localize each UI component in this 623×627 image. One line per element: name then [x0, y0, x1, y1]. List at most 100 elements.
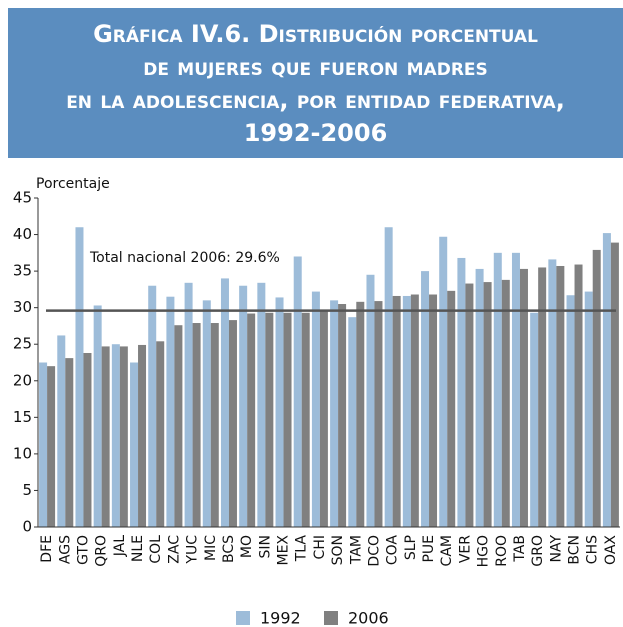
- bar: [319, 309, 328, 527]
- bar: [247, 313, 256, 527]
- bar: [130, 362, 139, 527]
- x-tick-label: COL: [148, 535, 164, 564]
- y-tick-label: 20: [13, 371, 32, 389]
- bar: [119, 346, 128, 527]
- x-tick-label: HGO: [476, 535, 492, 567]
- bar: [111, 344, 120, 527]
- bar: [384, 227, 393, 527]
- y-tick-label: 25: [13, 335, 32, 353]
- bar: [548, 259, 557, 527]
- title-line: de mujeres que fueron madres: [143, 53, 488, 81]
- x-tick-label: SIN: [257, 535, 273, 559]
- y-tick-label: 30: [13, 298, 32, 316]
- bar: [530, 312, 539, 527]
- x-tick-label: MIC: [203, 535, 219, 561]
- bar: [348, 317, 357, 527]
- legend-label: 2006: [348, 609, 389, 627]
- y-tick-label: 40: [13, 225, 32, 243]
- x-tick-label: JAL: [112, 535, 128, 557]
- bar: [301, 312, 310, 527]
- x-tick-label: OAX: [603, 535, 619, 565]
- x-tick-label: CHS: [585, 535, 601, 564]
- y-tick-label: 5: [22, 481, 32, 499]
- x-tick-label: SLP: [403, 535, 419, 560]
- x-tick-label: BCS: [221, 535, 237, 563]
- bar: [228, 320, 237, 527]
- x-tick-label: TAB: [512, 535, 528, 563]
- bar: [166, 296, 175, 527]
- bar: [566, 295, 575, 527]
- bar: [439, 236, 448, 527]
- x-tick-label: MEX: [276, 535, 292, 566]
- bar: [574, 264, 583, 527]
- bar: [311, 291, 320, 527]
- bar: [584, 291, 593, 527]
- y-axis-label: Porcentaje: [36, 176, 110, 192]
- legend-label: 1992: [260, 609, 301, 627]
- bar: [75, 227, 84, 527]
- bar: [602, 233, 611, 528]
- legend-swatch: [324, 611, 338, 625]
- bar: [592, 249, 601, 528]
- bar: [421, 271, 430, 527]
- y-tick-label: 15: [13, 408, 32, 426]
- bar: [465, 283, 474, 527]
- bar: [457, 257, 466, 527]
- bar: [283, 312, 292, 527]
- x-tick-label: COA: [385, 535, 401, 566]
- bar: [220, 278, 229, 527]
- bar: [39, 362, 48, 527]
- chart-title: Gráfica IV.6. Distribución porcentual de …: [8, 8, 623, 158]
- y-tick-label: 35: [13, 262, 32, 280]
- x-tick-label: ZAC: [166, 535, 182, 564]
- bar: [101, 346, 110, 527]
- bar: [47, 366, 56, 527]
- bar: [275, 297, 284, 527]
- bar: [93, 305, 102, 527]
- x-tick-label: DFE: [39, 535, 55, 563]
- x-tick-label: PUE: [421, 535, 437, 563]
- bar: [138, 344, 147, 527]
- bar: [556, 265, 565, 527]
- bar: [257, 282, 266, 527]
- x-tick-label: TLA: [294, 535, 310, 563]
- bar: [265, 312, 274, 527]
- bar: [429, 294, 438, 527]
- x-tick-label: GRO: [530, 535, 546, 567]
- title-line: Gráfica IV.6. Distribución porcentual: [93, 20, 538, 48]
- bar: [210, 323, 219, 527]
- x-tick-label: MO: [239, 535, 255, 558]
- y-tick-label: 0: [22, 518, 32, 536]
- bar: [148, 285, 157, 527]
- bar: [330, 300, 339, 527]
- bar: [338, 304, 347, 527]
- bar: [511, 252, 520, 528]
- bar: [610, 242, 619, 527]
- bar: [83, 352, 92, 527]
- legend-swatch: [236, 611, 250, 625]
- x-tick-label: CAM: [439, 535, 455, 566]
- bar: [493, 252, 502, 528]
- bar: [410, 294, 419, 527]
- bar: [184, 282, 193, 527]
- bar: [293, 256, 302, 527]
- x-tick-label: AGS: [57, 535, 73, 564]
- x-tick-label: BCN: [567, 535, 583, 565]
- x-tick-label: TAM: [348, 535, 364, 565]
- bar: [483, 282, 492, 527]
- x-tick-label: ROO: [494, 535, 510, 567]
- x-tick-label: YUC: [185, 535, 201, 565]
- y-tick-label: 10: [13, 444, 32, 462]
- y-tick-label: 45: [13, 189, 32, 207]
- bar: [366, 274, 375, 527]
- bar: [501, 279, 510, 527]
- bar: [156, 341, 165, 527]
- bar: [356, 301, 365, 527]
- bar: [447, 290, 456, 527]
- reference-label: Total nacional 2006: 29.6%: [89, 250, 280, 266]
- bar: [202, 300, 211, 527]
- bar: [174, 325, 183, 527]
- bar: [239, 285, 248, 527]
- x-tick-label: QRO: [94, 535, 110, 567]
